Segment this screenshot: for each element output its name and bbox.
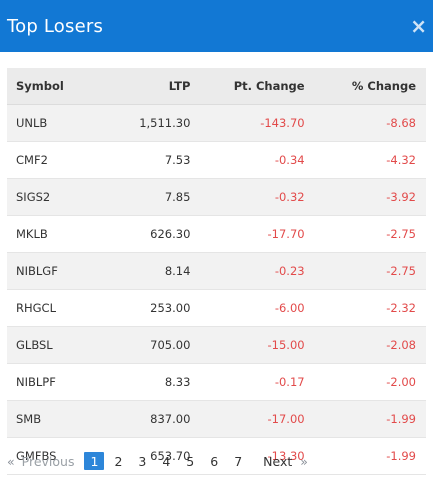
ltp-cell: 253.00 bbox=[116, 289, 192, 327]
pt-change-cell: -143.70 bbox=[191, 104, 306, 142]
close-icon[interactable]: × bbox=[410, 14, 427, 38]
table-row[interactable]: UNLB 1,511.30 -143.70 -8.68 bbox=[7, 104, 426, 142]
pct-change-cell: -2.32 bbox=[305, 289, 426, 327]
page-1-button[interactable]: 1 bbox=[84, 452, 105, 470]
pct-change-cell: -1.99 bbox=[305, 437, 426, 475]
symbol-cell[interactable]: SMB bbox=[7, 400, 117, 438]
table-row[interactable]: GMFBS 653.70 -13.30 -1.99 bbox=[7, 437, 426, 475]
table-row[interactable]: NIBLGF 8.14 -0.23 -2.75 bbox=[7, 252, 426, 290]
pct-change-cell: -2.75 bbox=[305, 252, 426, 290]
table-row[interactable]: CMF2 7.53 -0.34 -4.32 bbox=[7, 141, 426, 179]
symbol-cell[interactable]: CMF2 bbox=[7, 141, 117, 179]
pt-change-cell: -0.32 bbox=[191, 178, 306, 216]
header-pct-change[interactable]: % Change bbox=[305, 68, 426, 105]
pt-change-cell: -0.17 bbox=[191, 363, 306, 401]
table-row[interactable]: RHGCL 253.00 -6.00 -2.32 bbox=[7, 289, 426, 327]
header-symbol[interactable]: Symbol bbox=[7, 68, 117, 105]
table-row[interactable]: NIBLPF 8.33 -0.17 -2.00 bbox=[7, 363, 426, 401]
symbol-cell[interactable]: MKLB bbox=[7, 215, 117, 253]
pt-change-cell: -6.00 bbox=[191, 289, 306, 327]
ltp-cell: 1,511.30 bbox=[116, 104, 192, 142]
pct-change-cell: -2.75 bbox=[305, 215, 426, 253]
table-container: Symbol LTP Pt. Change % Change UNLB 1,511… bbox=[0, 52, 433, 475]
symbol-cell[interactable]: NIBLGF bbox=[7, 252, 117, 290]
next-button[interactable]: Next bbox=[263, 453, 293, 469]
previous-arrow-icon: « bbox=[7, 453, 15, 469]
pt-change-cell: -13.30 bbox=[191, 437, 306, 475]
top-losers-table: Symbol LTP Pt. Change % Change UNLB 1,511… bbox=[7, 68, 426, 475]
ltp-cell: 705.00 bbox=[116, 326, 192, 364]
modal-header: Top Losers × bbox=[0, 0, 433, 52]
header-ltp[interactable]: LTP bbox=[116, 68, 192, 105]
pt-change-cell: -17.00 bbox=[191, 400, 306, 438]
pct-change-cell: -4.32 bbox=[305, 141, 426, 179]
modal-title: Top Losers bbox=[7, 15, 104, 37]
table-row[interactable]: MKLB 626.30 -17.70 -2.75 bbox=[7, 215, 426, 253]
table-header-row: Symbol LTP Pt. Change % Change bbox=[7, 68, 426, 105]
page-3-button[interactable]: 3 bbox=[138, 453, 147, 469]
page-2-button[interactable]: 2 bbox=[114, 453, 123, 469]
symbol-cell[interactable]: NIBLPF bbox=[7, 363, 117, 401]
table-row[interactable]: GLBSL 705.00 -15.00 -2.08 bbox=[7, 326, 426, 364]
page-4-button[interactable]: 4 bbox=[162, 453, 171, 469]
page-5-button[interactable]: 5 bbox=[186, 453, 195, 469]
pt-change-cell: -0.23 bbox=[191, 252, 306, 290]
symbol-cell[interactable]: SIGS2 bbox=[7, 178, 117, 216]
pt-change-cell: -17.70 bbox=[191, 215, 306, 253]
ltp-cell: 8.14 bbox=[116, 252, 192, 290]
ltp-cell: 653.70 bbox=[116, 437, 192, 475]
pct-change-cell: -1.99 bbox=[305, 400, 426, 438]
ltp-cell: 626.30 bbox=[116, 215, 192, 253]
pt-change-cell: -0.34 bbox=[191, 141, 306, 179]
next-arrow-icon: » bbox=[300, 453, 308, 469]
previous-button[interactable]: Previous bbox=[21, 453, 75, 469]
pt-change-cell: -15.00 bbox=[191, 326, 306, 364]
ltp-cell: 7.85 bbox=[116, 178, 192, 216]
pct-change-cell: -2.08 bbox=[305, 326, 426, 364]
ltp-cell: 7.53 bbox=[116, 141, 192, 179]
pct-change-cell: -2.00 bbox=[305, 363, 426, 401]
symbol-cell[interactable]: RHGCL bbox=[7, 289, 117, 327]
pct-change-cell: -8.68 bbox=[305, 104, 426, 142]
pct-change-cell: -3.92 bbox=[305, 178, 426, 216]
page-6-button[interactable]: 6 bbox=[210, 453, 219, 469]
ltp-cell: 8.33 bbox=[116, 363, 192, 401]
header-pt-change[interactable]: Pt. Change bbox=[191, 68, 306, 105]
ltp-cell: 837.00 bbox=[116, 400, 192, 438]
symbol-cell[interactable]: GLBSL bbox=[7, 326, 117, 364]
symbol-cell[interactable]: UNLB bbox=[7, 104, 117, 142]
table-row[interactable]: SMB 837.00 -17.00 -1.99 bbox=[7, 400, 426, 438]
table-row[interactable]: SIGS2 7.85 -0.32 -3.92 bbox=[7, 178, 426, 216]
page-7-button[interactable]: 7 bbox=[234, 453, 243, 469]
